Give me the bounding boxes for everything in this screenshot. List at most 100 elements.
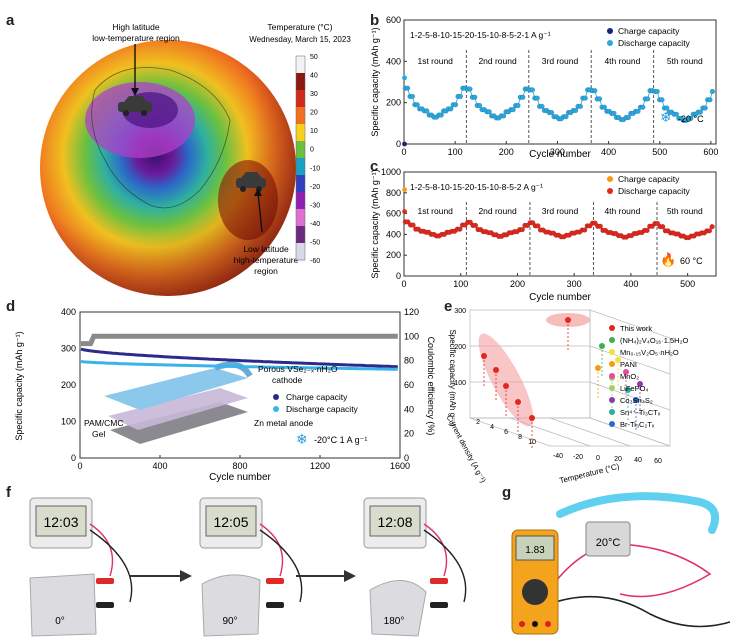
scale-color-segment — [296, 243, 305, 261]
chart-e-xlabel: Temperature (°C) — [559, 462, 621, 484]
discharge-point — [453, 102, 459, 108]
y2-tick-label: 0 — [404, 453, 409, 463]
discharge-point — [597, 223, 603, 229]
schematic-cathode-label: Porous VSe₂₋ₓ·nH₂O — [258, 364, 338, 374]
snowflake-icon: ❄ — [660, 109, 672, 125]
x-tick-label: 40 — [634, 457, 642, 464]
discharge-point — [410, 222, 416, 228]
cathode-layer — [104, 368, 248, 410]
flexible-battery-pouch — [201, 574, 261, 637]
x-tick-label: 0 — [401, 279, 406, 289]
legend-label: Co₃Sn₄S₂ — [620, 396, 653, 405]
y-tick-label: 0 — [71, 453, 76, 463]
legend-label: Sn⁴⁺-Ti₃CTₓ — [620, 408, 661, 417]
snowflake-icon: ❄ — [296, 431, 308, 447]
discharge-point — [424, 108, 430, 114]
scale-tick-label: -50 — [310, 239, 320, 246]
discharge-point — [402, 75, 407, 81]
scale-tick-label: 50 — [310, 54, 318, 61]
scale-color-segment — [296, 209, 305, 227]
discharge-point — [582, 227, 588, 233]
y-tick-label: 200 — [61, 380, 76, 390]
discharge-point — [409, 93, 415, 100]
legend-marker — [609, 361, 615, 367]
chart-e-zlabel: Current density (A g⁻¹) — [445, 413, 489, 484]
black-wire — [89, 529, 133, 603]
x-tick-label: 1600 — [390, 461, 410, 471]
y-tick-label: 300 — [61, 344, 76, 354]
discharge-point — [697, 109, 703, 115]
y-tick-label: 0 — [396, 271, 401, 281]
discharge-point — [592, 88, 598, 94]
discharge-point — [549, 110, 555, 116]
panel-label-d: d — [6, 298, 16, 315]
discharge-point — [534, 95, 540, 101]
schematic-cathode-label-2: cathode — [272, 375, 303, 385]
bend-angle-label: 180° — [384, 616, 405, 627]
discharge-point — [477, 103, 483, 109]
discharge-point — [654, 88, 660, 95]
panel-label-f: f — [6, 484, 11, 501]
y-tick-label: 300 — [454, 308, 466, 315]
discharge-point — [597, 96, 603, 102]
x-tick-label: 0 — [401, 147, 406, 157]
chart-b-title: 1-2-5-8-10-15-20-15-10-8-5-2-1 A g⁻¹ — [410, 30, 551, 40]
discharge-point — [611, 110, 617, 116]
discharge-point — [414, 102, 420, 108]
discharge-point — [577, 103, 583, 109]
legend-marker — [609, 337, 615, 343]
z-tick-label: 10 — [528, 439, 536, 446]
x-tick-label: 500 — [680, 279, 695, 289]
scale-color-segment — [296, 226, 305, 244]
label-high-latitude: High latitude — [112, 22, 160, 32]
panel-g-photo: 20°C 1.83 — [511, 492, 731, 635]
y-tick-label: 200 — [386, 250, 401, 260]
y2-tick-label: 80 — [404, 356, 414, 366]
discharge-point — [457, 226, 463, 232]
bend-angle-label: 90° — [222, 616, 237, 627]
red-wire — [259, 523, 284, 577]
data-point — [529, 415, 535, 421]
chart-b-condition: -20 °C — [678, 114, 704, 124]
round-label: 5th round — [667, 206, 703, 216]
schematic-anode-label: Zn metal anode — [254, 418, 313, 428]
chart-c-xlabel: Cycle number — [529, 292, 591, 303]
multimeter-dial[interactable] — [522, 579, 548, 605]
temperature-legend-title: Temperature (°C) — [267, 22, 332, 32]
discharge-point — [706, 228, 713, 234]
arrowhead-high — [131, 88, 139, 96]
discharge-point — [635, 108, 641, 114]
panel-label-e: e — [444, 298, 453, 315]
legend-label: This work — [620, 324, 652, 333]
scale-tick-label: 0 — [310, 147, 314, 154]
x-tick-label: 0 — [77, 461, 82, 471]
arrow-low-latitude — [257, 191, 263, 233]
discharge-series — [80, 360, 398, 371]
panel-label-c: c — [370, 158, 379, 175]
y2-tick-label: 120 — [404, 307, 419, 317]
discharge-point — [709, 224, 715, 230]
flexible-battery-pouch — [29, 573, 97, 637]
x-tick-label: 1200 — [310, 461, 330, 471]
discharge-point — [625, 114, 631, 121]
discharge-point — [501, 113, 507, 119]
efficiency-series — [81, 333, 398, 347]
charge-point — [402, 141, 407, 147]
data-point — [633, 397, 639, 403]
bend-test-device: 12:08 180° — [363, 497, 467, 637]
legend-marker — [609, 409, 615, 415]
scale-tick-label: -60 — [310, 258, 320, 265]
scale-color-segment — [296, 90, 305, 108]
round-label: 2nd round — [478, 56, 517, 66]
chart-c-ylabel: Specific capacity (mAh g⁻¹) — [370, 169, 380, 278]
black-clip — [430, 602, 448, 608]
z-tick-label: 4 — [490, 424, 494, 431]
black-clip — [266, 602, 284, 608]
temperature-legend-date: Wednesday, March 15, 2023 — [249, 35, 351, 44]
chart-d-y2label: Coulombic efficiency (%) — [426, 337, 436, 436]
data-point — [637, 381, 643, 387]
discharge-point — [707, 97, 713, 103]
y2-tick-label: 40 — [404, 404, 414, 414]
legend-discharge: Discharge capacity — [618, 186, 691, 196]
round-label: 1st round — [417, 206, 453, 216]
